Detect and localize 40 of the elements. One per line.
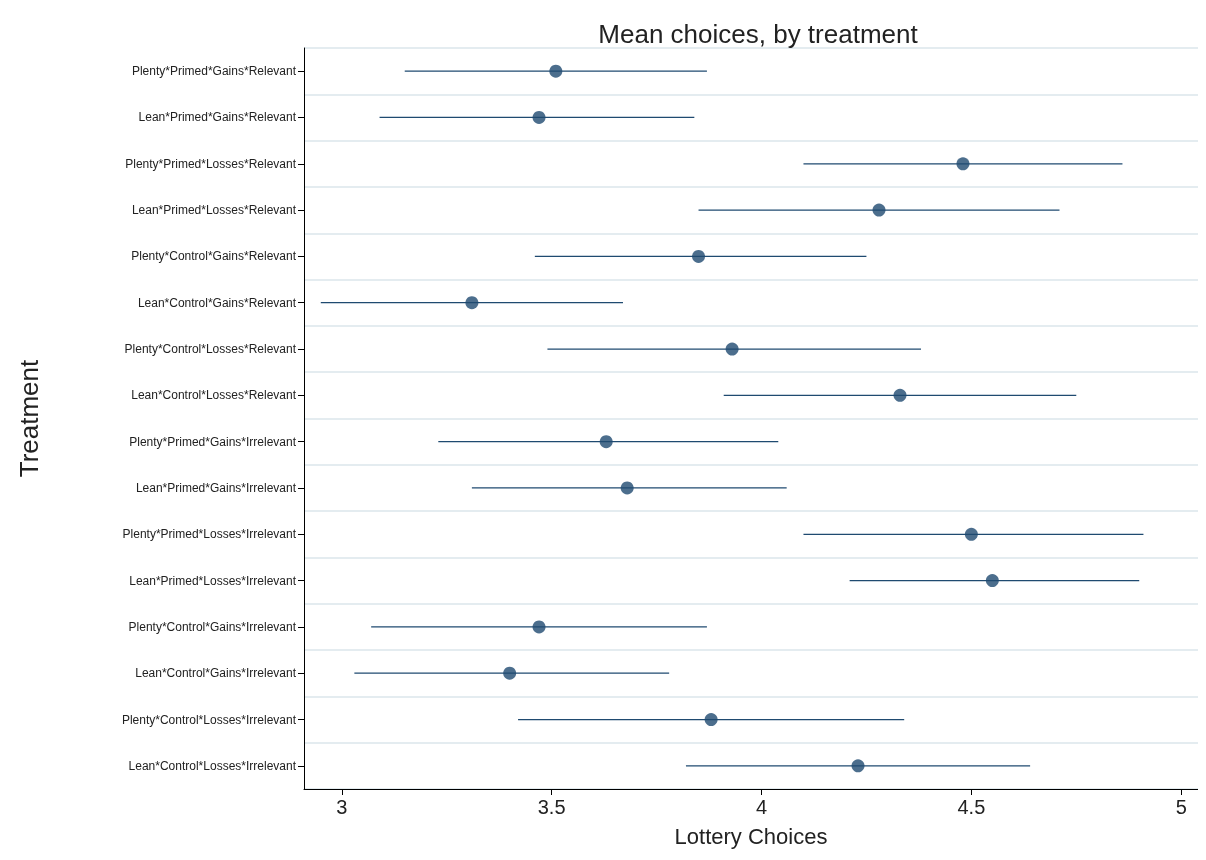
y-tick-label: Lean*Primed*Losses*Relevant (131, 203, 297, 218)
y-tick-label: Plenty*Control*Gains*Relevant (131, 249, 297, 264)
point (985, 574, 999, 588)
y-tick-label: Lean*Primed*Gains*Relevant (138, 110, 297, 125)
point (851, 759, 865, 773)
point (620, 481, 634, 495)
y-tick-label: Plenty*Control*Losses*Irrelevant (121, 712, 297, 727)
x-tick-label: 4 (755, 796, 768, 818)
y-tick-label: Lean*Control*Losses*Irrelevant (128, 758, 297, 773)
y-tick-label: Plenty*Primed*Gains*Irrelevant (129, 434, 297, 449)
y-tick-label: Plenty*Primed*Losses*Relevant (125, 156, 297, 171)
y-tick-label: Lean*Primed*Gains*Irrelevant (135, 480, 297, 495)
point (549, 64, 563, 78)
y-tick-label: Lean*Control*Losses*Relevant (131, 388, 297, 403)
x-tick-label: 3 (336, 796, 348, 818)
y-tick-label: Plenty*Control*Gains*Irrelevant (128, 619, 297, 634)
chart-title: Mean choices, by treatment (598, 19, 919, 49)
x-tick-label: 5 (1175, 796, 1187, 818)
y-tick-label: Lean*Control*Gains*Relevant (137, 295, 297, 310)
x-tick-label: 4.5 (957, 796, 986, 818)
y-tick-label: Plenty*Control*Losses*Relevant (124, 342, 297, 357)
point (725, 342, 739, 356)
point (956, 157, 970, 171)
point (532, 110, 546, 124)
x-tick-label: 3.5 (537, 796, 566, 818)
point (704, 713, 718, 727)
y-tick-label: Lean*Control*Gains*Irrelevant (135, 666, 297, 681)
point (503, 666, 517, 680)
y-tick-label: Plenty*Primed*Losses*Irrelevant (122, 527, 297, 542)
point (893, 388, 907, 402)
y-tick-label: Lean*Primed*Losses*Irrelevant (129, 573, 297, 588)
y-axis-title: Treatment (14, 358, 44, 478)
y-tick-label: Plenty*Primed*Gains*Relevant (131, 64, 297, 79)
point (465, 296, 479, 310)
x-axis-title: Lottery Choices (674, 823, 828, 849)
point (964, 527, 978, 541)
point (532, 620, 546, 634)
point (599, 435, 613, 449)
point (872, 203, 886, 217)
point (692, 249, 706, 263)
